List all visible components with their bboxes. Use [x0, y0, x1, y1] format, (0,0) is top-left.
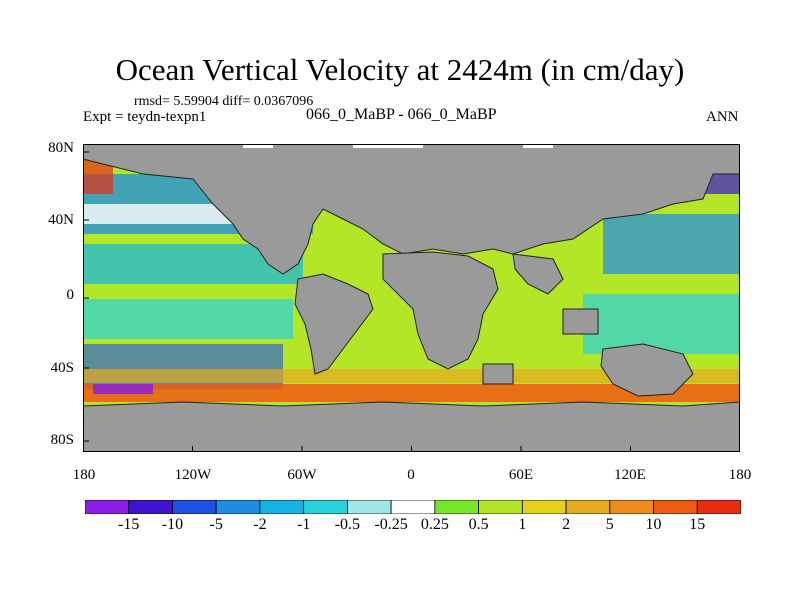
colorbar-swatch	[128, 499, 173, 515]
x-tick-label: 120W	[174, 467, 212, 483]
colorbar-label: 5	[605, 516, 614, 533]
colorbar-label: 0.25	[420, 516, 449, 533]
colorbar-label: -2	[253, 516, 267, 533]
colorbar-label: 2	[562, 516, 571, 533]
colorbar-swatch	[696, 499, 742, 515]
experiment-label: Expt = teydn-texpn1	[83, 109, 207, 125]
colorbar-swatch	[521, 499, 567, 515]
colorbar-swatch	[84, 499, 130, 515]
y-tick-label: 0	[66, 287, 75, 303]
map-title: Ocean Vertical Velocity at 2424m (in cm/…	[115, 52, 685, 87]
colorbar-label: -15	[118, 516, 140, 533]
season-label: ANN	[706, 109, 739, 125]
colorbar-label: 10	[645, 516, 662, 533]
x-tick-label: 180	[728, 467, 752, 483]
colorbar-label: -5	[209, 516, 223, 533]
colorbar-swatch	[609, 499, 654, 515]
colorbar-svg	[84, 499, 742, 515]
field-patch	[243, 144, 273, 148]
colorbar-label: 0.5	[468, 516, 489, 533]
field-band	[93, 384, 153, 394]
colorbar-label: -0.25	[374, 516, 408, 533]
colorbar	[84, 499, 742, 515]
tick-marks	[82, 144, 631, 452]
colorbar-swatch	[259, 499, 305, 515]
colorbar-swatch	[478, 499, 523, 515]
field-patch	[523, 144, 553, 148]
y-tick-label: 80N	[48, 140, 74, 156]
field-band	[583, 294, 740, 354]
field-band	[83, 369, 740, 383]
map-panel	[82, 144, 740, 452]
colorbar-swatch	[303, 499, 348, 515]
colorbar-label: -0.5	[334, 516, 361, 533]
map-svg	[82, 144, 740, 452]
field-band	[83, 299, 293, 339]
stats-label: rmsd= 5.59904 diff= 0.0367096	[134, 94, 314, 109]
x-tick-label: 120E	[614, 467, 646, 483]
colorbar-label: -10	[161, 516, 184, 533]
colorbar-label: -1	[296, 516, 311, 533]
field-patch	[353, 144, 423, 148]
colorbar-swatch	[565, 499, 611, 515]
colorbar-swatch	[215, 499, 261, 515]
case-label: 066_0_MaBP - 066_0_MaBP	[306, 106, 497, 123]
colorbar-swatch	[390, 499, 436, 515]
colorbar-swatch	[434, 499, 479, 515]
field-band	[83, 384, 740, 402]
colorbar-label: 15	[689, 516, 706, 533]
colorbar-swatch	[346, 499, 392, 515]
field-band	[603, 214, 740, 274]
y-tick-label: 40N	[48, 212, 74, 228]
colorbar-label: 1	[518, 516, 527, 533]
colorbar-swatch	[653, 499, 698, 515]
x-tick-label: 60E	[508, 467, 534, 483]
y-tick-label: 40S	[50, 360, 74, 376]
colorbar-swatch	[172, 499, 217, 515]
y-tick-label: 80S	[50, 432, 74, 448]
x-tick-label: 0	[407, 467, 415, 483]
land-masses	[83, 144, 740, 452]
x-tick-label: 60W	[287, 467, 317, 483]
x-tick-label: 180	[72, 467, 96, 483]
